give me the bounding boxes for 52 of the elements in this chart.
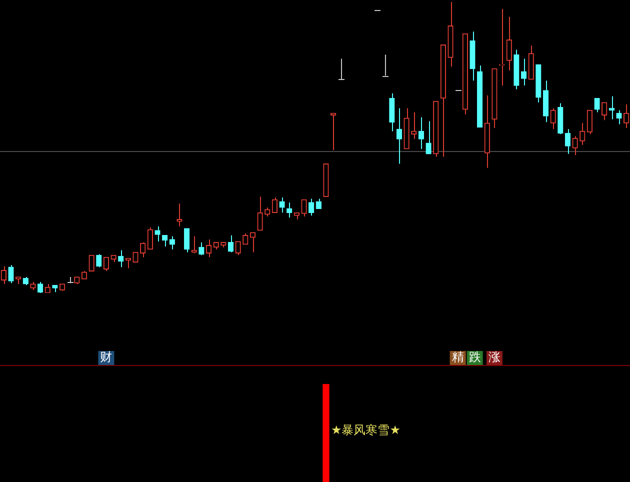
candlestick: [426, 120, 432, 154]
candlestick: [572, 136, 578, 156]
candlestick: [382, 54, 389, 77]
candlestick: [462, 33, 468, 115]
annotation: ★暴风寒雪★: [330, 423, 401, 438]
candlestick: [411, 112, 417, 140]
candlestick: [404, 108, 410, 150]
candlestick: [272, 197, 278, 214]
candlestick: [580, 122, 586, 146]
candlestick: [616, 110, 622, 125]
candlestick: [154, 226, 160, 242]
candlestick: [396, 108, 402, 164]
candlestick: [498, 8, 505, 86]
candlestick: [294, 212, 300, 220]
candlestick: [542, 80, 549, 123]
candlestick: [536, 64, 542, 103]
candlestick: [470, 31, 476, 82]
candlestick: [433, 100, 439, 158]
candlestick: [594, 98, 600, 113]
text: 涨: [488, 350, 500, 364]
candlestick: [250, 232, 256, 253]
candlestick: [564, 128, 571, 154]
candlestick: [528, 45, 534, 80]
candlestick: [514, 49, 520, 90]
candlestick: [550, 108, 556, 130]
candlestick: [169, 236, 175, 250]
candlestick: [279, 197, 285, 214]
candlestick: [15, 276, 22, 284]
candlestick: [0, 266, 6, 284]
candlestick: [67, 276, 74, 284]
candlestick: [206, 238, 212, 258]
text: 精: [452, 350, 464, 364]
candlestick: [602, 102, 608, 121]
candlestick: [220, 242, 226, 248]
text: 财: [100, 350, 112, 364]
candlestick: [338, 58, 345, 80]
text: 跌: [468, 350, 481, 364]
candlestick: [213, 242, 219, 250]
candlestick: [44, 283, 50, 293]
candlestick: [440, 44, 446, 158]
candlestick: [448, 2, 454, 68]
candlestick: [476, 64, 483, 128]
candlestick: [492, 68, 498, 129]
candlestick: [389, 92, 395, 132]
candlestick: [506, 16, 512, 71]
candlestick: [162, 235, 168, 247]
candlestick: [228, 234, 234, 253]
candlestick: [118, 250, 124, 268]
candlestick: [624, 104, 630, 129]
candlestick: [257, 196, 263, 231]
candlestick: [484, 94, 490, 168]
candlestick: [184, 228, 190, 253]
